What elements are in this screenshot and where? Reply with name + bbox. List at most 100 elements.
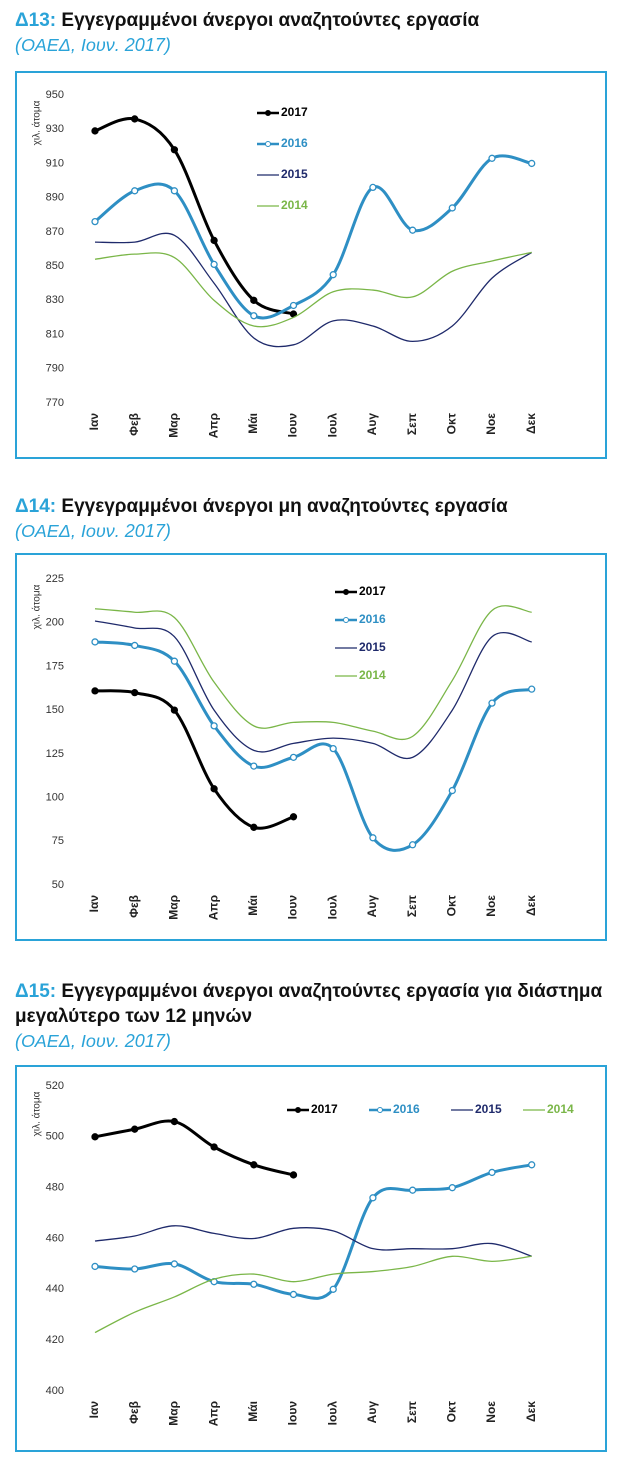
x-tick-label: Ιουν	[286, 413, 300, 438]
x-tick-label: Δεκ	[524, 1401, 538, 1422]
x-tick-label: Ιουν	[286, 895, 300, 920]
x-tick-label: Ιουν	[286, 1401, 300, 1426]
title: Δ14: Εγγεγραμμένοι άνεργοι μη αναζητούντ…	[15, 494, 610, 519]
x-tick-label: Μάι	[246, 895, 260, 916]
point	[250, 312, 258, 320]
series-line	[94, 116, 294, 316]
point	[528, 1161, 536, 1169]
x-tick-label: Νοε	[484, 413, 498, 435]
header: Δ14: Εγγεγραμμένοι άνεργοι μη αναζητούντ…	[15, 494, 610, 543]
point	[528, 159, 536, 168]
point	[170, 706, 179, 714]
y-tick-label: 50	[52, 879, 64, 891]
point	[528, 685, 536, 693]
y-axis-label: χιλ. άτομα	[31, 584, 43, 629]
subtitle: (ΟΑΕΔ, Ιουν. 2017)	[15, 35, 171, 55]
y-tick-label: 400	[46, 1385, 64, 1397]
point	[131, 1125, 139, 1133]
x-tick-label: Νοε	[484, 895, 498, 917]
legend-label: 2016	[359, 612, 386, 626]
legend-label: 2014	[547, 1102, 574, 1116]
point	[488, 154, 496, 162]
point	[408, 226, 417, 234]
point	[170, 1117, 179, 1126]
y-tick-label: 175	[46, 660, 64, 672]
legend-label: 2016	[281, 136, 308, 150]
y-tick-label: 75	[52, 835, 64, 847]
legend-label: 2014	[359, 668, 386, 682]
legend-marker	[343, 617, 349, 623]
point	[170, 1260, 179, 1268]
point	[289, 753, 298, 762]
point	[210, 722, 218, 730]
x-tick-label: Απρ	[206, 413, 220, 438]
point	[250, 1161, 258, 1169]
header: Δ15: Εγγεγραμμένοι άνεργοι αναζητούντες …	[15, 979, 610, 1053]
x-tick-label: Μαρ	[167, 895, 181, 920]
point	[91, 1133, 99, 1141]
point	[210, 236, 218, 245]
point	[91, 217, 99, 226]
y-tick-label: 890	[46, 192, 64, 204]
x-tick-label: Μαρ	[167, 1401, 181, 1426]
label: Δ13:	[15, 10, 57, 31]
y-tick-label: 810	[46, 328, 64, 340]
title: Δ13: Εγγεγραμμένοι άνεργοι αναζητούντες …	[15, 8, 610, 33]
x-tick-label: Φεβ	[127, 895, 141, 918]
title-text: Εγγεγραμμένοι άνεργοι αναζητούντες εργασ…	[61, 10, 480, 31]
point	[91, 1262, 99, 1271]
series-line	[94, 1255, 532, 1334]
legend-marker	[377, 1107, 383, 1113]
legend-label: 2015	[359, 640, 386, 654]
point	[210, 260, 218, 269]
point	[448, 786, 456, 795]
point	[131, 689, 139, 697]
x-tick-label: Σεπ	[405, 1401, 419, 1423]
series-line	[94, 640, 533, 852]
point	[408, 841, 417, 849]
point	[408, 1186, 417, 1194]
y-tick-label: 150	[46, 704, 64, 716]
y-tick-label: 500	[46, 1131, 64, 1143]
chart: χιλ. άτομα 770 790 810 830 850 870 890 910 930 950…	[15, 71, 607, 459]
x-tick-label: Αυγ	[365, 895, 379, 918]
x-tick-label: Φεβ	[127, 413, 141, 436]
legend-marker	[343, 589, 349, 595]
x-tick-label: Φεβ	[127, 1401, 141, 1424]
x-tick-label: Μάι	[246, 1401, 260, 1422]
y-tick-label: 440	[46, 1283, 64, 1295]
series-line	[94, 251, 532, 328]
point	[250, 762, 258, 770]
series-line	[94, 1119, 294, 1177]
y-tick-label: 225	[46, 573, 64, 585]
point	[369, 1194, 377, 1202]
y-tick-label: 770	[46, 397, 64, 409]
x-tick-label: Ιουλ	[325, 895, 339, 920]
x-tick-label: Δεκ	[524, 895, 538, 916]
legend-marker	[295, 1107, 301, 1113]
x-tick-label: Απρ	[206, 1401, 220, 1426]
y-tick-label: 790	[46, 363, 64, 375]
subtitle: (ΟΑΕΔ, Ιουν. 2017)	[15, 1031, 171, 1051]
x-tick-label: Δεκ	[524, 413, 538, 434]
title-text: Εγγεγραμμένοι άνεργοι μη αναζητούντες ερ…	[61, 496, 508, 517]
x-tick-label: Ιαν	[87, 1401, 101, 1419]
point	[329, 744, 337, 753]
x-tick-label: Μάι	[246, 413, 260, 434]
subtitle: (ΟΑΕΔ, Ιουν. 2017)	[15, 521, 171, 541]
point	[289, 301, 298, 310]
point	[131, 641, 139, 650]
x-tick-label: Οκτ	[444, 1400, 458, 1422]
y-tick-label: 830	[46, 294, 64, 306]
x-tick-label: Νοε	[484, 1401, 498, 1423]
series-line	[94, 620, 532, 760]
y-tick-label: 870	[46, 226, 64, 238]
header: Δ13: Εγγεγραμμένοι άνεργοι αναζητούντες …	[15, 8, 610, 57]
point	[91, 687, 99, 695]
y-tick-label: 480	[46, 1182, 64, 1194]
point	[170, 146, 179, 154]
point	[369, 834, 377, 842]
point	[289, 1171, 298, 1179]
x-tick-label: Μαρ	[167, 413, 181, 438]
